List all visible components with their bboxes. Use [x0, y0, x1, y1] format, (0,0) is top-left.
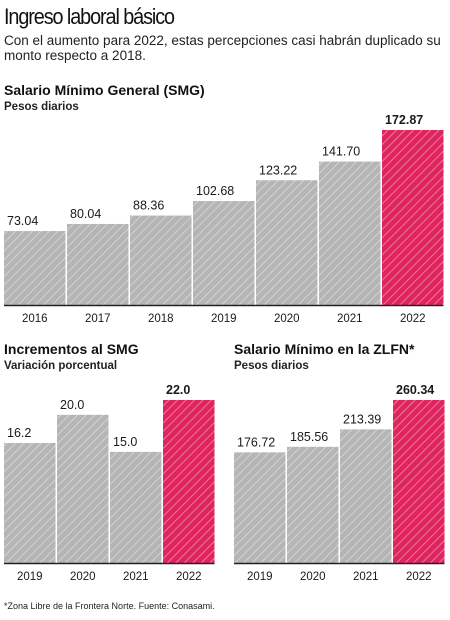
- data-label-smg-2020: 123.22: [259, 163, 297, 177]
- bar-hatch-zlfn-2022: [393, 400, 445, 563]
- bar-hatch-smg-2021: [319, 161, 381, 305]
- bar-hatch-inc-2021: [110, 451, 162, 563]
- bar-hatch-zlfn-2021: [340, 429, 392, 563]
- tick-label-smg-2020: 2020: [274, 313, 300, 325]
- data-label-smg-2022: 172.87: [385, 113, 423, 127]
- tick-label-smg-2016: 2016: [22, 313, 48, 325]
- bar-hatch-smg-2018: [130, 215, 192, 305]
- tick-label-inc-2022: 2022: [176, 571, 202, 583]
- chart-subtitle-smg: Pesos diarios: [4, 101, 79, 113]
- bar-hatch-zlfn-2020: [287, 446, 339, 563]
- tick-label-inc-2021: 2021: [123, 571, 149, 583]
- bar-hatch-smg-2019: [193, 201, 255, 305]
- data-label-inc-2021: 15.0: [113, 435, 137, 449]
- chart-zlfn: 176.72 2019 185.56 2020 213.39 2021 260.34 2022: [234, 383, 445, 583]
- chart-title-smg: Salario Mínimo General (SMG): [4, 82, 205, 98]
- bar-hatch-inc-2019: [4, 442, 56, 563]
- chart-title-increments: Incrementos al SMG: [4, 341, 139, 357]
- tick-label-smg-2018: 2018: [148, 313, 174, 325]
- tick-label-zlfn-2021: 2021: [353, 571, 379, 583]
- bar-hatch-smg-2020: [256, 180, 318, 305]
- chart-subtitle-zlfn: Pesos diarios: [234, 360, 309, 372]
- tick-label-zlfn-2019: 2019: [247, 571, 273, 583]
- data-label-inc-2019: 16.2: [7, 426, 31, 440]
- data-label-smg-2019: 102.68: [196, 184, 234, 198]
- tick-label-zlfn-2020: 2020: [300, 571, 326, 583]
- footnote: *Zona Libre de la Frontera Norte. Fuente…: [4, 601, 215, 611]
- chart-title-zlfn: Salario Mínimo en la ZLFN*: [234, 341, 415, 357]
- data-label-zlfn-2021: 213.39: [343, 412, 381, 426]
- data-label-zlfn-2020: 185.56: [290, 430, 328, 444]
- page-subtitle: Con el aumento para 2022, estas percepci…: [4, 33, 441, 63]
- chart-inc: 16.2 2019 20.0 2020 15.0 2021 22.0 2022: [4, 383, 215, 583]
- tick-label-zlfn-2022: 2022: [406, 571, 432, 583]
- data-label-smg-2016: 73.04: [7, 214, 38, 228]
- data-label-zlfn-2022: 260.34: [396, 383, 434, 397]
- tick-label-smg-2021: 2021: [337, 313, 363, 325]
- data-label-inc-2020: 20.0: [60, 398, 84, 412]
- tick-label-smg-2022: 2022: [400, 313, 426, 325]
- bar-hatch-smg-2017: [67, 223, 129, 305]
- bar-hatch-smg-2016: [4, 231, 66, 305]
- bar-hatch-smg-2022: [382, 130, 444, 305]
- data-label-smg-2017: 80.04: [70, 207, 101, 221]
- bar-hatch-zlfn-2019: [234, 452, 286, 563]
- tick-label-smg-2019: 2019: [211, 313, 237, 325]
- bar-hatch-inc-2020: [57, 414, 109, 563]
- tick-label-inc-2020: 2020: [70, 571, 96, 583]
- data-label-zlfn-2019: 176.72: [237, 435, 275, 449]
- tick-label-inc-2019: 2019: [17, 571, 43, 583]
- chart-smg: 73.04 2016 80.04 2017 88.36 2018 102.68 2019 123…: [4, 113, 444, 325]
- data-label-smg-2021: 141.70: [322, 145, 360, 159]
- chart-subtitle-increments: Variación porcentual: [4, 360, 118, 372]
- data-label-smg-2018: 88.36: [133, 199, 164, 213]
- page-title: Ingreso laboral básico: [4, 4, 175, 29]
- tick-label-smg-2017: 2017: [85, 313, 111, 325]
- bar-hatch-inc-2022: [163, 400, 215, 563]
- data-label-inc-2022: 22.0: [166, 383, 190, 397]
